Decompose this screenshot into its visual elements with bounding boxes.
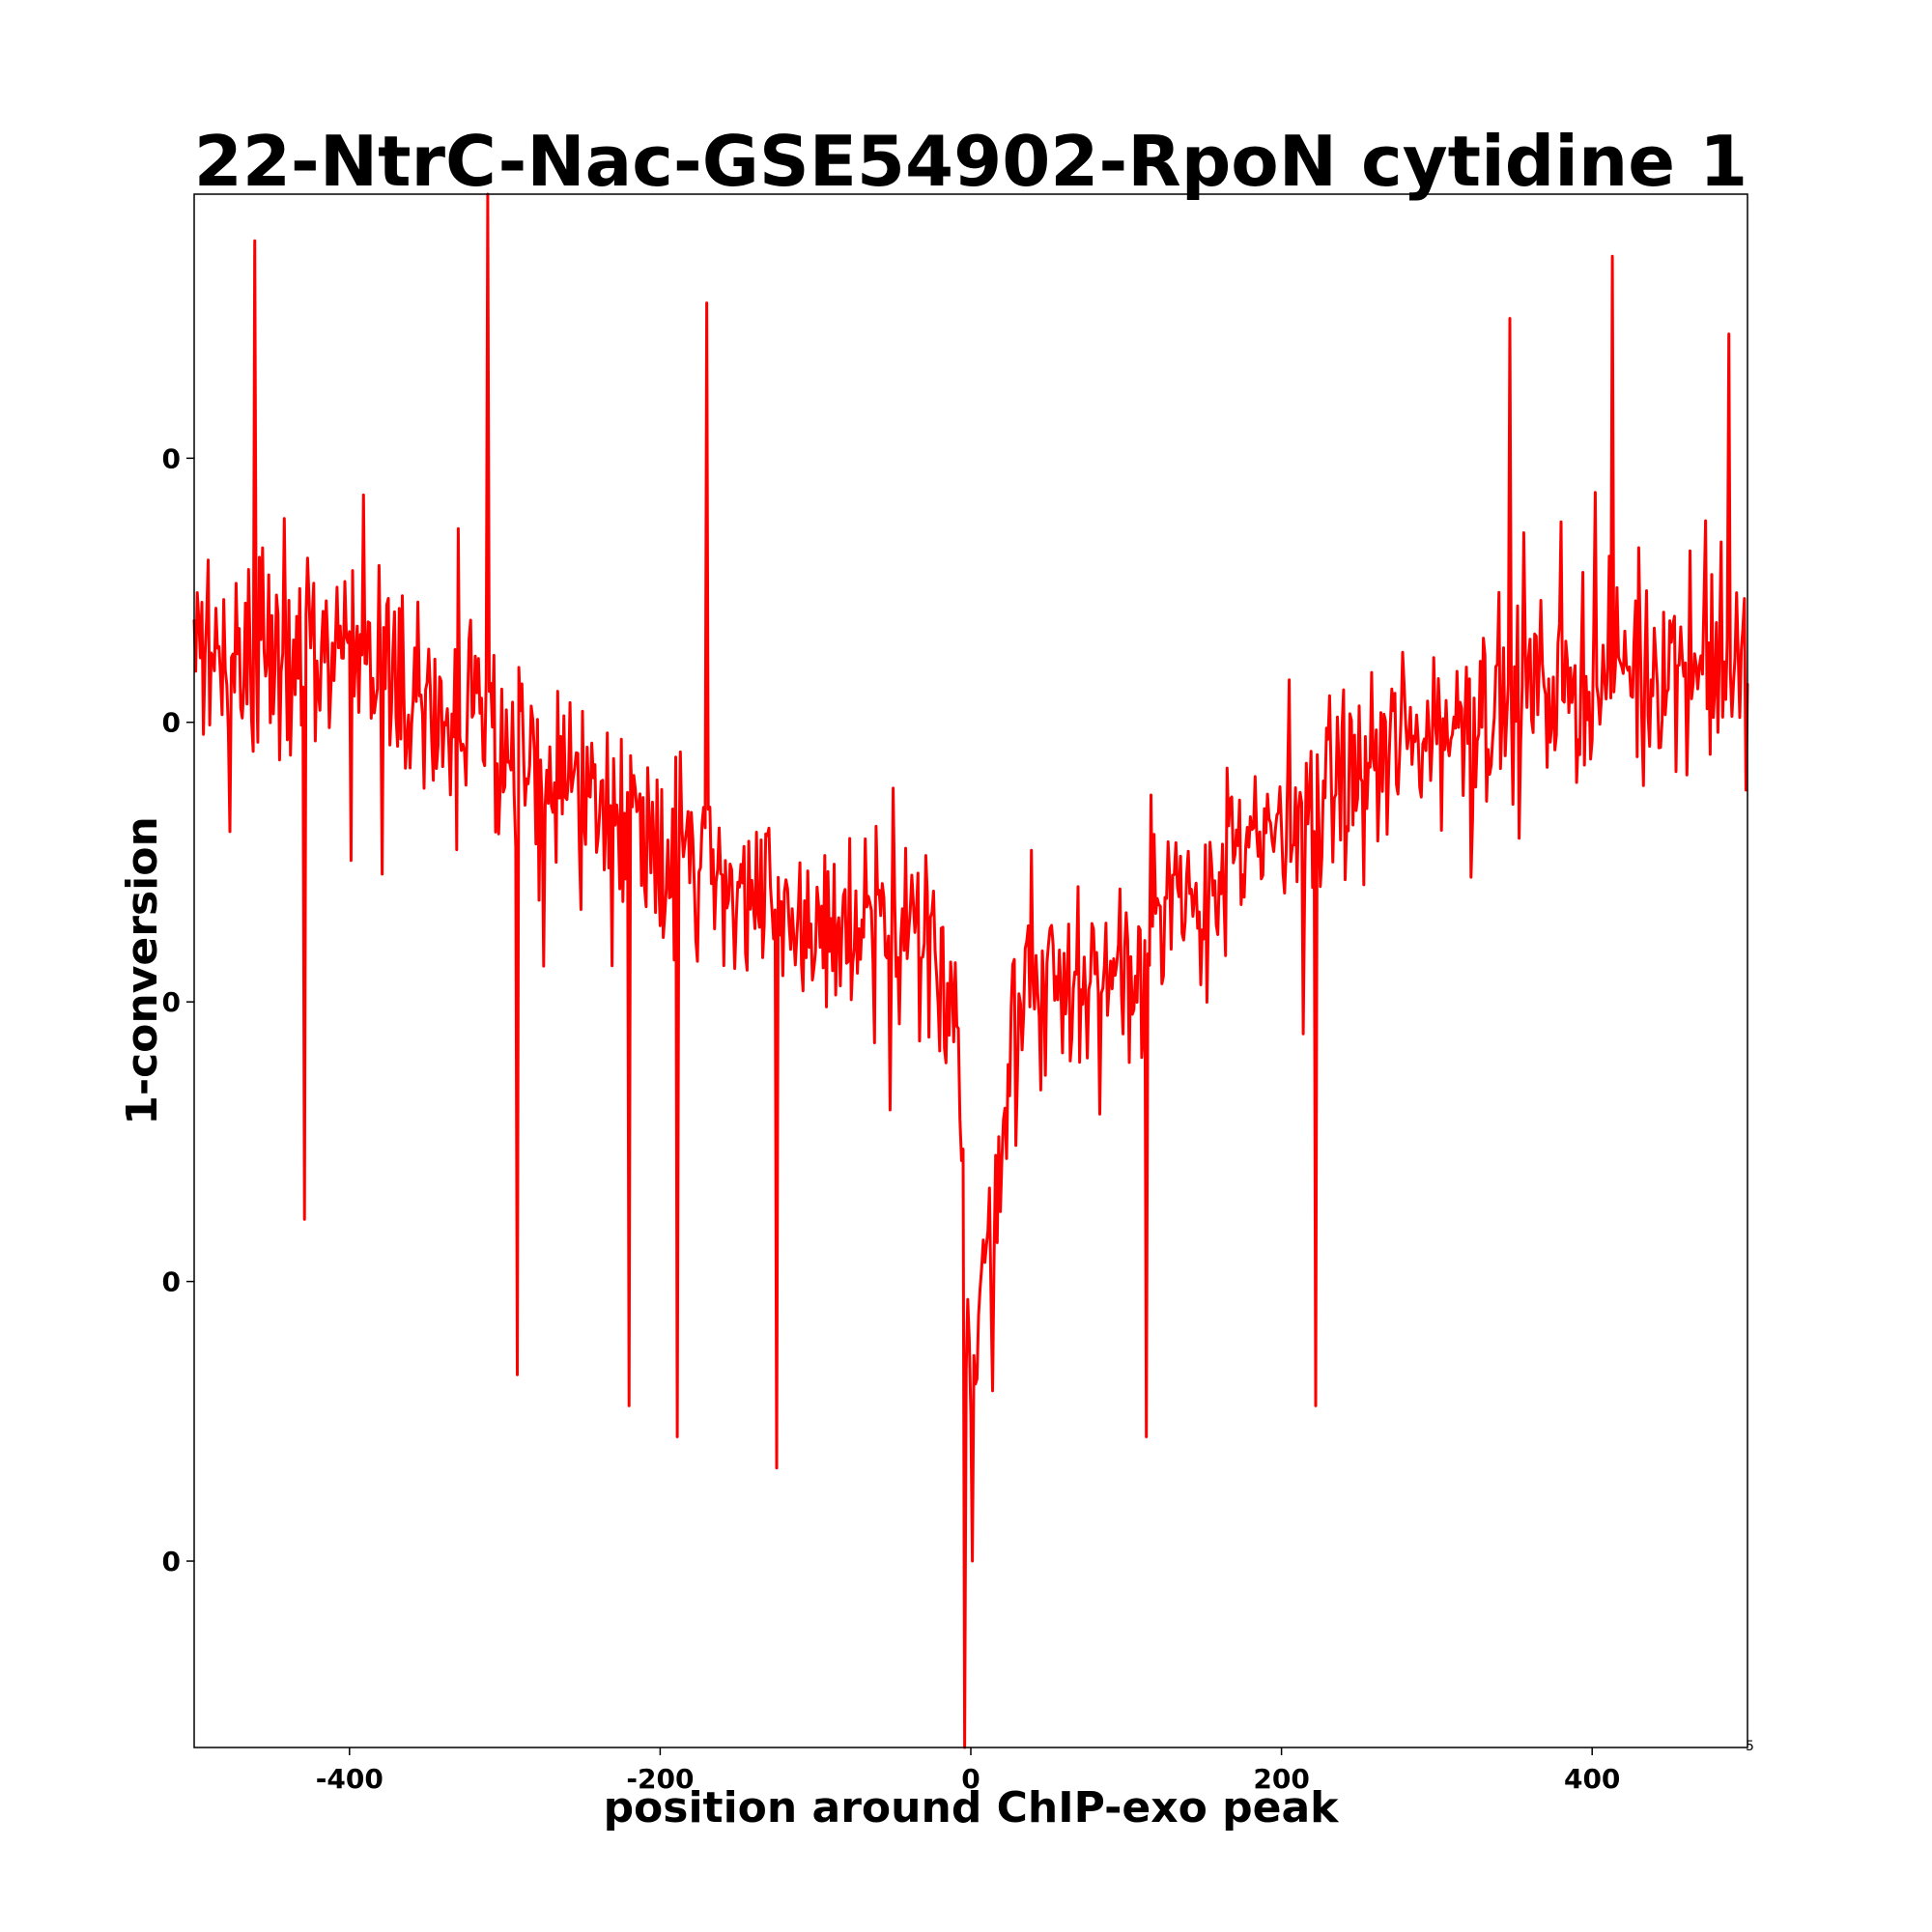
y-tick-label: 0 [162,1266,181,1298]
plot-area [192,192,1749,1749]
x-axis: -400 -200 0 200 400 [316,1747,1620,1795]
y-axis-label: 1-conversion [118,816,167,1125]
x-tick-label: 0 [961,1763,980,1795]
y-tick-label: 0 [162,707,181,739]
y-tick-label: 0 [162,442,181,474]
x-tick-label: -400 [316,1763,384,1795]
x-axis-corner-label: 5 [1746,1739,1754,1754]
x-tick-label: -200 [626,1763,694,1795]
y-axis: 0 0 0 0 0 [162,442,194,1577]
y-tick-label: 0 [162,1546,181,1577]
series-line [192,192,1749,1749]
x-axis-label: position around ChIP-exo peak [604,1783,1341,1833]
chart-title: 22-NtrC-Nac-GSE54902-RpoN cytidine 1 [194,121,1748,202]
x-tick-label: 200 [1253,1763,1309,1795]
x-tick-label: 400 [1564,1763,1620,1795]
y-tick-label: 0 [162,986,181,1018]
